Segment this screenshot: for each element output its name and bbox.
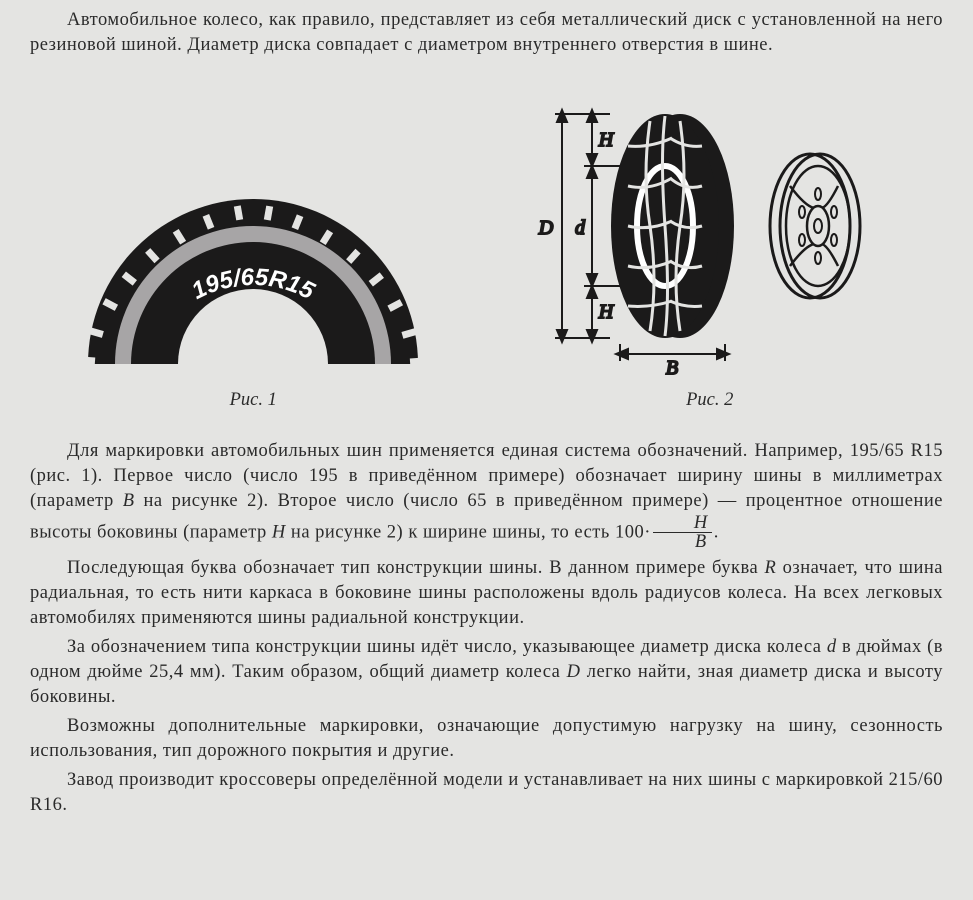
frac-bot: B	[653, 533, 712, 552]
figure-2-caption: Рис. 2	[510, 390, 910, 411]
sym-R: R	[765, 558, 777, 578]
paragraph-3: Последующая буква обозначает тип констру…	[30, 556, 943, 631]
figure-2: D H d H	[510, 86, 910, 411]
p3a: Последующая буква обозначает тип констру…	[67, 558, 765, 578]
p2d: .	[714, 522, 719, 542]
figure-1-caption: Рис. 1	[63, 390, 443, 411]
paragraph-6: Завод производит кроссоверы определённой…	[30, 768, 943, 818]
p2c: на рисунке 2) к ширине шины, то есть 100…	[286, 522, 651, 542]
figures-row: 195/65R15 Рис. 1	[30, 86, 943, 411]
label-H-bottom: H	[598, 301, 615, 323]
fraction-H-B: HB	[653, 514, 712, 552]
sym-d: d	[827, 637, 837, 657]
tire-half-svg: 195/65R15	[63, 176, 443, 376]
frac-top: H	[653, 514, 712, 534]
p4a: За обозначением типа конструкции шины ид…	[67, 637, 827, 657]
tire-diagram-svg: D H d H	[510, 86, 910, 376]
label-H-top: H	[598, 129, 615, 151]
label-d: d	[575, 217, 586, 239]
label-D: D	[538, 217, 554, 239]
sym-H: H	[272, 522, 286, 542]
document-page: Автомобильное колесо, как правило, предс…	[0, 0, 973, 832]
paragraph-5: Возможны дополнительные маркировки, озна…	[30, 714, 943, 764]
label-B: B	[666, 357, 678, 376]
paragraph-2: Для маркировки автомобильных шин применя…	[30, 439, 943, 552]
paragraph-intro: Автомобильное колесо, как правило, предс…	[30, 8, 943, 58]
paragraph-4: За обозначением типа конструкции шины ид…	[30, 635, 943, 710]
figure-1: 195/65R15 Рис. 1	[63, 176, 443, 411]
sym-B: B	[123, 491, 135, 511]
sym-D: D	[567, 662, 581, 682]
